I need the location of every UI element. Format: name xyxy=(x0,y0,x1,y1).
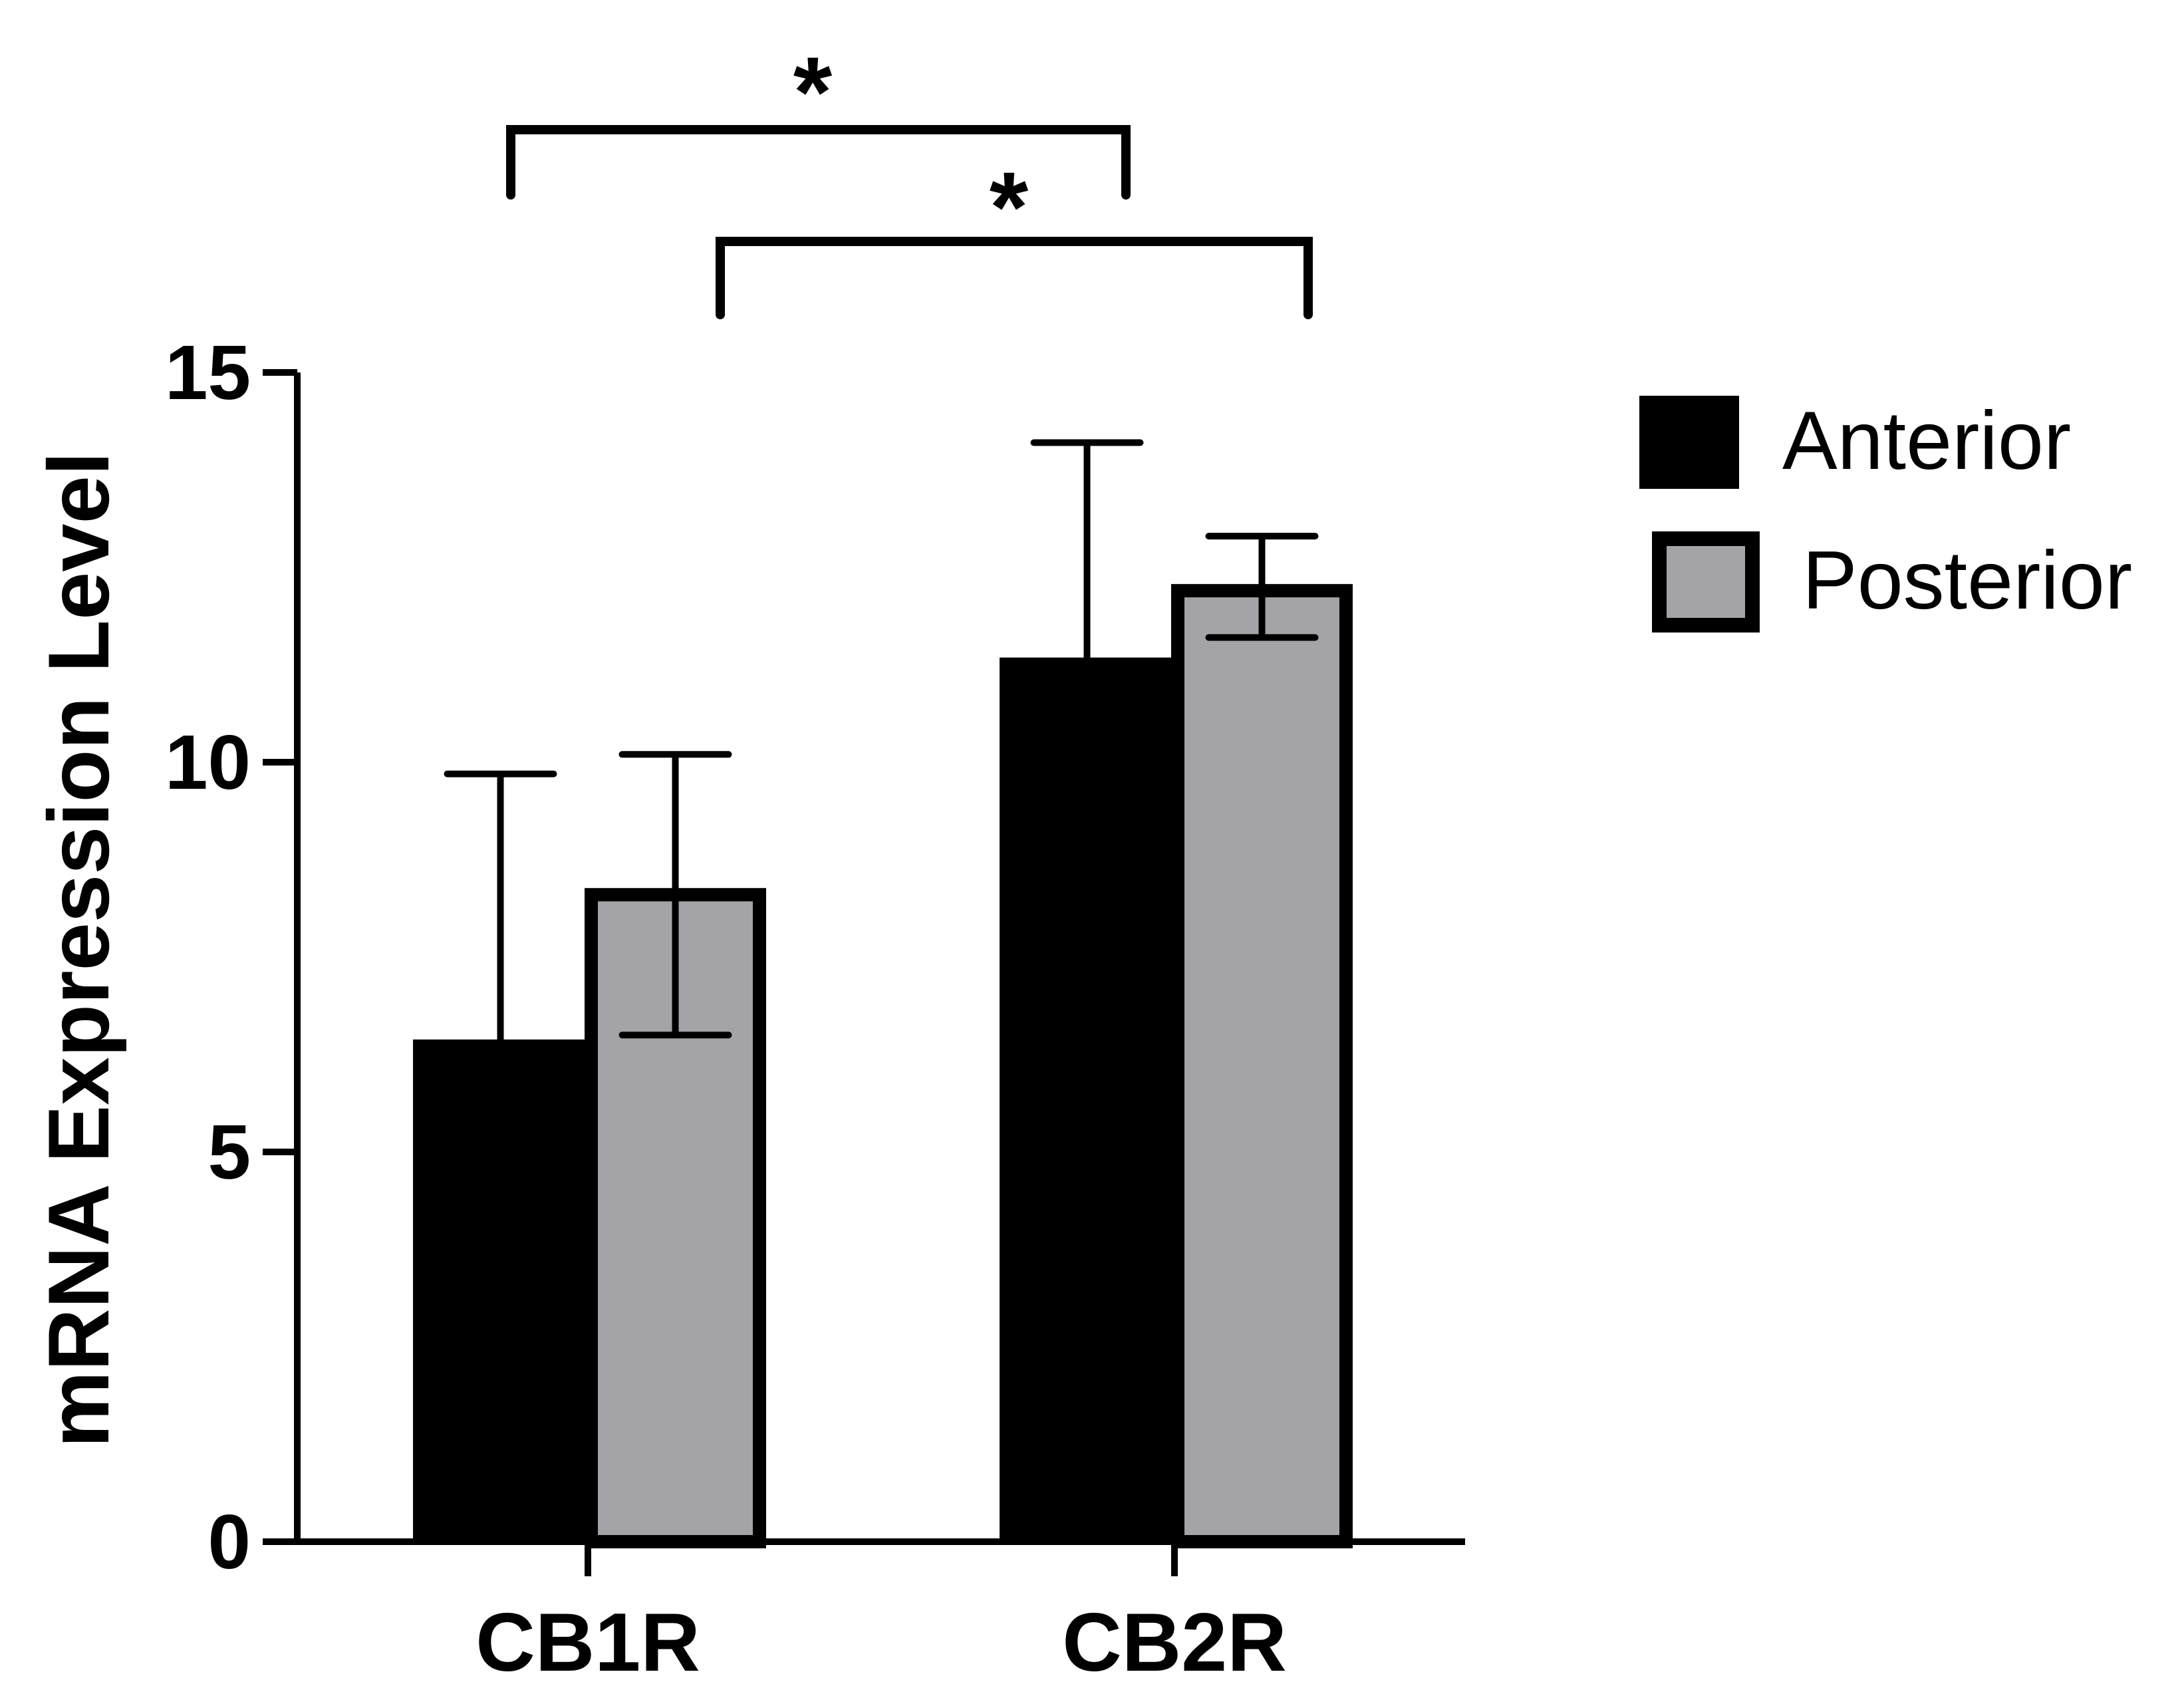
significance-star-1: * xyxy=(793,36,833,148)
legend: Anterior Posterior xyxy=(1639,395,2132,633)
x-tick-label-cb2r: CB2R xyxy=(1062,1597,1287,1689)
y-tick-label-10: 10 xyxy=(165,719,251,805)
x-tick-label-cb1r: CB1R xyxy=(476,1597,700,1689)
axes: 0 5 10 15 CB1R CB2R mRNA Expression Level xyxy=(30,329,1465,1689)
significance-star-2: * xyxy=(990,151,1029,263)
bar-anterior-cb1r xyxy=(413,1039,588,1546)
bar-anterior-cb2r xyxy=(1000,657,1174,1545)
y-tick-label-15: 15 xyxy=(165,329,251,416)
significance-bracket-2 xyxy=(716,237,1313,319)
y-tick-label-0: 0 xyxy=(207,1498,251,1585)
legend-label-posterior: Posterior xyxy=(1802,535,2132,627)
y-tick-label-5: 5 xyxy=(207,1109,251,1195)
significance-brackets: ** xyxy=(506,36,1313,319)
bar-posterior-cb2r xyxy=(1171,584,1353,1548)
y-axis-title: mRNA Expression Level xyxy=(30,452,127,1448)
legend-swatch-anterior xyxy=(1639,396,1739,489)
bars xyxy=(413,584,1353,1548)
error-bars xyxy=(444,439,1319,1043)
legend-swatch-posterior xyxy=(1652,531,1760,633)
legend-label-anterior: Anterior xyxy=(1782,395,2071,487)
significance-bracket-1 xyxy=(506,125,1131,200)
